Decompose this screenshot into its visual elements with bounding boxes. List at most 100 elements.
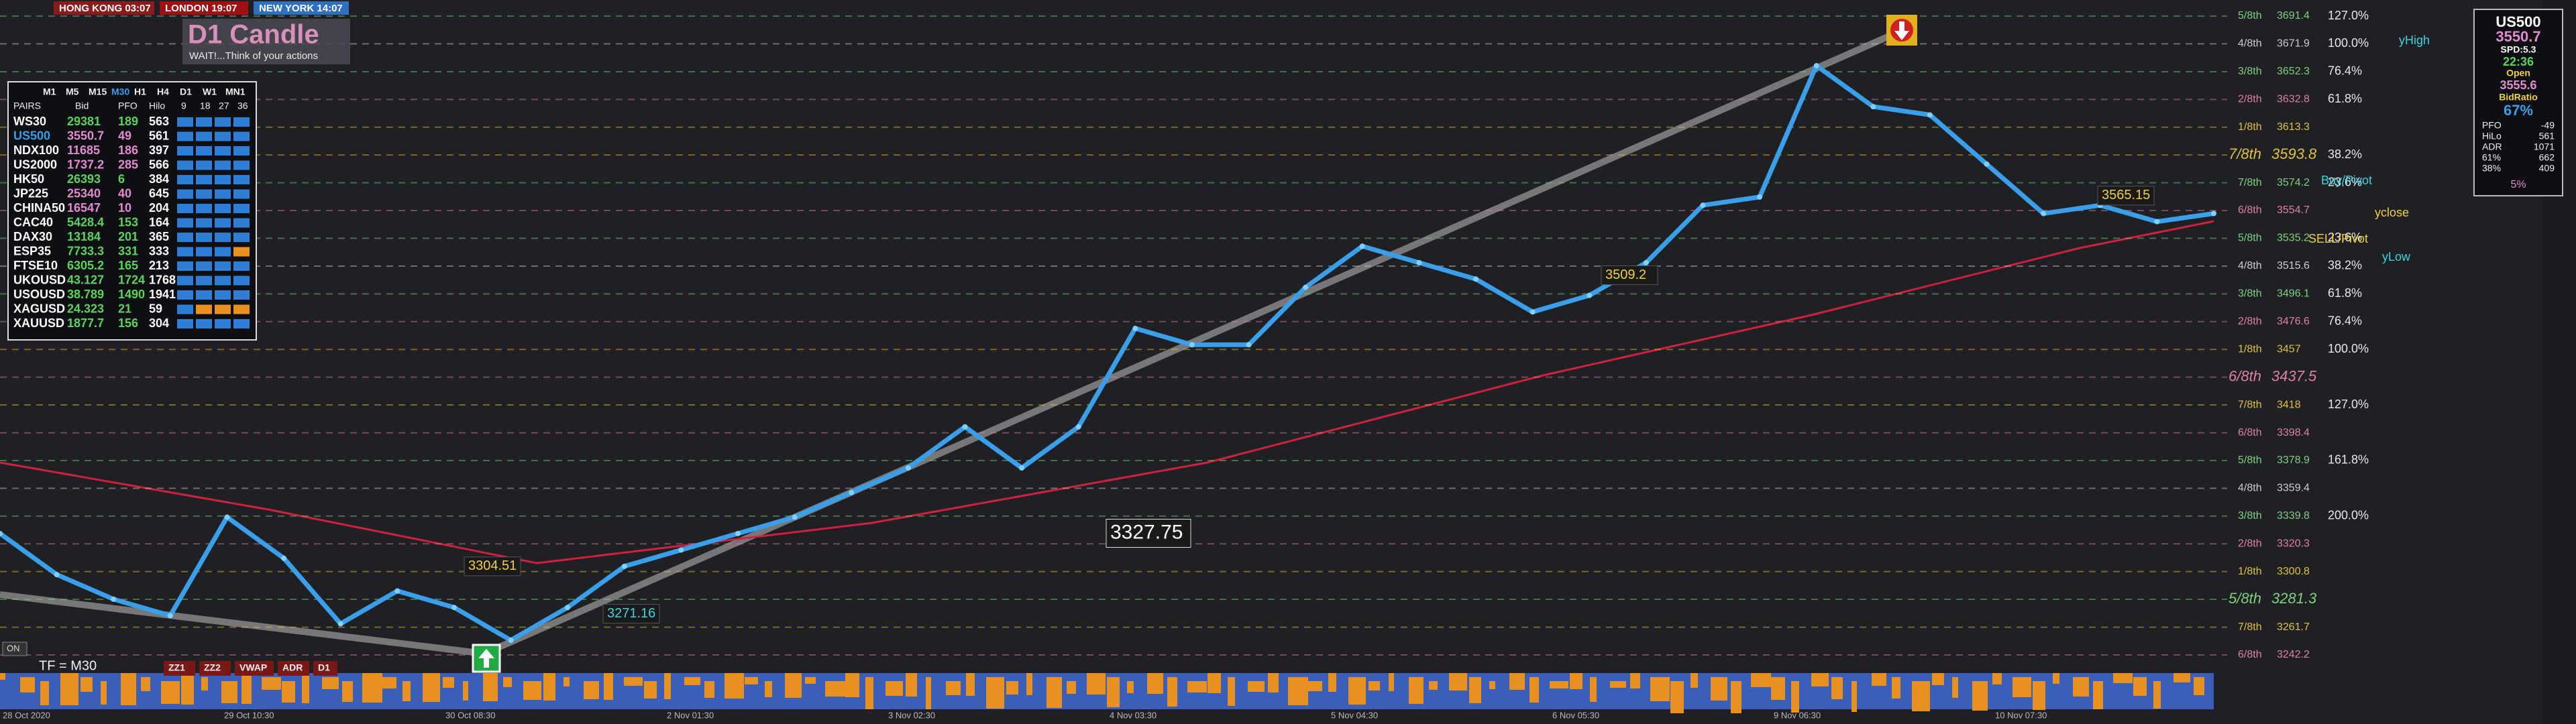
- stat-label: ADR: [2482, 141, 2502, 152]
- trend-block: [233, 131, 250, 141]
- trend-block: [215, 233, 231, 242]
- bid: 16547: [67, 201, 101, 215]
- stat-value: -49: [2541, 120, 2555, 131]
- toggle-label[interactable]: VWAP: [239, 662, 267, 673]
- pfo: 40: [118, 186, 131, 200]
- strip-block: [503, 677, 512, 687]
- level-price: 3418: [2277, 399, 2301, 410]
- strip-block: [2093, 681, 2103, 709]
- strip-block: [2053, 673, 2059, 684]
- trend-block: [196, 319, 212, 328]
- trend-block: [177, 304, 193, 314]
- stat-value: 662: [2539, 152, 2555, 163]
- trend-block: [215, 276, 231, 286]
- annotation-box: [602, 604, 660, 624]
- toggle-button[interactable]: [313, 661, 337, 676]
- trend-block: [233, 204, 250, 213]
- strip-block: [1650, 677, 1670, 701]
- level-price: 3496.1: [2277, 288, 2310, 300]
- trend-block: [177, 189, 193, 199]
- footer: ON TF = M30 ZZ1 ZZ2 VWAP ADR D1 28 Oct 2020 29 O…: [2, 642, 2047, 720]
- trend-block: [196, 175, 212, 184]
- level-label: 2/8th: [2238, 94, 2262, 105]
- toggle-label[interactable]: D1: [318, 662, 330, 673]
- bid: 25340: [67, 186, 101, 200]
- strip-block: [1248, 681, 1265, 692]
- on-label: ON: [7, 643, 20, 653]
- level-label: 4/8th: [2238, 38, 2262, 50]
- strip-block: [1167, 677, 1177, 707]
- bid: 3550.7: [67, 129, 104, 142]
- bid: 26393: [67, 172, 101, 186]
- stat-value: 1071: [2534, 141, 2555, 152]
- strip-block: [0, 673, 5, 680]
- timeframe-indicator: TF = M30: [39, 658, 97, 673]
- price-point: [1700, 202, 1706, 208]
- price-point: [1757, 194, 1763, 200]
- price-point: [281, 555, 287, 561]
- level-price: 3320.3: [2277, 538, 2310, 550]
- toggle-button[interactable]: [164, 661, 195, 676]
- toggle-button[interactable]: [199, 661, 231, 676]
- level-label: 7/8th: [2238, 621, 2262, 633]
- strip-block: [443, 677, 454, 688]
- strip-block: [2033, 681, 2045, 710]
- toggle-button[interactable]: [235, 661, 274, 676]
- level-label: 4/8th: [2238, 260, 2262, 272]
- level-price: 3398.4: [2277, 427, 2310, 438]
- hilo: 204: [149, 201, 169, 215]
- price-point: [1075, 424, 1081, 430]
- strip-block: [604, 673, 613, 700]
- strip-block: [40, 681, 49, 705]
- strip-block: [1187, 681, 1207, 692]
- strip-block: [1046, 677, 1062, 708]
- toggle-label[interactable]: ZZ1: [168, 662, 185, 673]
- strip-block: [463, 681, 468, 701]
- level-label: 6/8th: [2238, 649, 2262, 660]
- timeframe-label: M15: [89, 86, 107, 97]
- price-point: [167, 613, 173, 619]
- strip-block: [2153, 681, 2161, 709]
- fib-label: 127.0%: [2328, 398, 2369, 411]
- strip-block: [1992, 673, 2002, 684]
- toggle-button[interactable]: [278, 661, 309, 676]
- hilo: 333: [149, 244, 169, 257]
- strip-block: [322, 677, 339, 689]
- trend-block: [215, 117, 231, 127]
- strip-block: [564, 677, 570, 686]
- price-point: [1019, 465, 1025, 471]
- pair: XAGUSD: [13, 302, 65, 315]
- header-widgets: HONG KONG 03:07 LONDON 19:07 NEW YORK 14:0…: [54, 1, 350, 64]
- timeframe-label: W1: [203, 86, 217, 97]
- price-point: [1870, 104, 1876, 110]
- time-label: 6 Nov 05:30: [1552, 710, 1599, 720]
- strip-block: [121, 673, 136, 705]
- price-annotations: 3327.75 3304.51 3271.16 3509.2 3565.15 yHigh B…: [464, 34, 2430, 624]
- info-value: 67%: [2504, 102, 2533, 119]
- trend-block: [196, 146, 212, 156]
- pfo: 1490: [118, 288, 145, 301]
- price-point: [621, 563, 627, 569]
- strip-block: [483, 673, 498, 701]
- stat-label: HiLo: [2482, 131, 2502, 141]
- pfo: 49: [118, 129, 131, 142]
- strip-block: [1087, 673, 1106, 695]
- trend-block: [215, 319, 231, 328]
- strip-block: [161, 681, 180, 704]
- price-point: [1927, 112, 1933, 118]
- level-price: 3535.2: [2277, 233, 2310, 244]
- toggle-label[interactable]: ZZ2: [204, 662, 221, 673]
- price-point: [1416, 259, 1422, 265]
- strip-block: [1449, 673, 1467, 690]
- arrow-icon: [478, 649, 494, 668]
- trend-block: [196, 304, 212, 314]
- strip-block: [221, 681, 237, 703]
- price-series: [0, 63, 2216, 644]
- fib-label: 100.0%: [2328, 342, 2369, 355]
- strip-block: [865, 677, 873, 709]
- price-point: [508, 638, 514, 644]
- annotation-box: [1106, 519, 1191, 548]
- toggle-label[interactable]: ADR: [282, 662, 303, 673]
- level-label: 5/8th: [2238, 233, 2262, 244]
- column-header: Hilo: [149, 101, 165, 111]
